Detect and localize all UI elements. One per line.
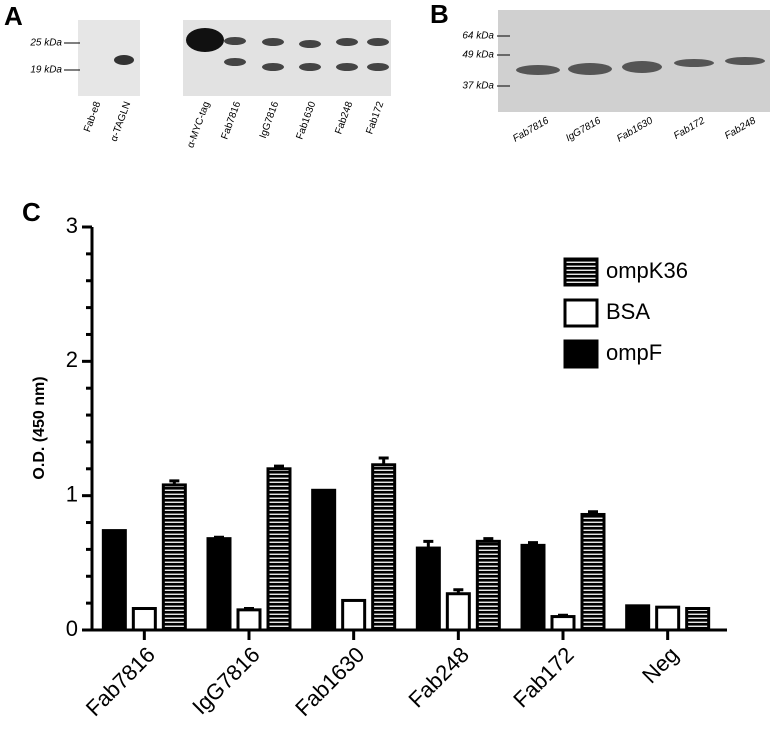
lane-label: IgG7816 bbox=[564, 115, 603, 144]
marker-label: 37 kDa bbox=[462, 81, 494, 92]
error-bar bbox=[528, 541, 538, 546]
error-bar bbox=[558, 613, 568, 617]
bands bbox=[224, 37, 389, 71]
bar bbox=[101, 529, 127, 632]
y-tick-label: 2 bbox=[66, 347, 78, 372]
error-bar bbox=[214, 535, 224, 539]
lane-label: α-TAGLN bbox=[109, 100, 134, 143]
bar bbox=[520, 543, 546, 632]
bar bbox=[266, 467, 292, 632]
band bbox=[114, 55, 134, 65]
x-tick-label: IgG7816 bbox=[187, 642, 264, 719]
legend-label: ompK36 bbox=[606, 258, 688, 283]
panel-label: B bbox=[430, 0, 449, 29]
band bbox=[186, 28, 224, 52]
lane-label: Fab1630 bbox=[615, 115, 655, 144]
panel-label: A bbox=[4, 1, 23, 31]
lane-label: Fab7816 bbox=[511, 115, 551, 144]
lane-label: Fab-e8 bbox=[82, 100, 103, 134]
x-tick-label: Fab172 bbox=[508, 642, 578, 712]
marker-label: 19 kDa bbox=[30, 65, 62, 76]
marker-label: 25 kDa bbox=[29, 38, 62, 49]
x-tick-label: Neg bbox=[637, 642, 683, 688]
error-bar bbox=[453, 588, 464, 594]
bar bbox=[685, 607, 711, 632]
bar bbox=[655, 605, 681, 632]
error-bar bbox=[483, 537, 494, 542]
x-tick-label: Fab1630 bbox=[290, 642, 369, 721]
error-bar bbox=[378, 456, 389, 465]
legend-label: ompF bbox=[606, 340, 662, 365]
bar bbox=[161, 483, 187, 632]
lane-label: Fab248 bbox=[333, 100, 355, 136]
lane-label: α-MYC-tag bbox=[185, 100, 212, 149]
lane-label: Fab1630 bbox=[294, 100, 318, 141]
lane-label: Fab248 bbox=[723, 115, 758, 142]
bar bbox=[236, 608, 262, 632]
error-bar bbox=[588, 510, 598, 515]
lane-label: Fab7816 bbox=[219, 100, 243, 141]
bar bbox=[475, 539, 501, 632]
y-axis-label: O.D. (450 nm) bbox=[31, 376, 48, 479]
bar bbox=[206, 537, 232, 632]
bar bbox=[415, 546, 441, 632]
lane-label: IgG7816 bbox=[258, 100, 282, 140]
bar bbox=[580, 512, 606, 632]
y-tick-label: 0 bbox=[66, 616, 78, 641]
bar bbox=[341, 598, 367, 632]
marker-label: 64 kDa bbox=[462, 31, 494, 42]
legend-swatch bbox=[563, 298, 599, 328]
panel-label: C bbox=[22, 197, 41, 227]
bar bbox=[131, 607, 157, 632]
x-tick-label: Fab248 bbox=[404, 642, 474, 712]
error-bar bbox=[169, 479, 180, 485]
bar bbox=[311, 488, 337, 632]
y-tick-label: 3 bbox=[66, 213, 78, 238]
legend-swatch bbox=[563, 339, 599, 369]
error-bar bbox=[423, 539, 434, 549]
error-bar bbox=[244, 607, 254, 611]
bar bbox=[550, 615, 576, 632]
blot-image bbox=[498, 10, 770, 112]
lane-label: Fab172 bbox=[672, 115, 707, 142]
marker-label: 49 kDa bbox=[462, 50, 494, 61]
lane-label: Fab172 bbox=[364, 100, 386, 136]
bar bbox=[445, 592, 471, 632]
legend-swatch bbox=[563, 257, 599, 287]
error-bar bbox=[274, 464, 284, 469]
x-tick-label: Fab7816 bbox=[81, 642, 160, 721]
y-tick-label: 1 bbox=[66, 481, 78, 506]
bar bbox=[371, 463, 397, 632]
legend-label: BSA bbox=[606, 299, 650, 324]
bar bbox=[625, 604, 651, 632]
bands bbox=[516, 57, 765, 75]
